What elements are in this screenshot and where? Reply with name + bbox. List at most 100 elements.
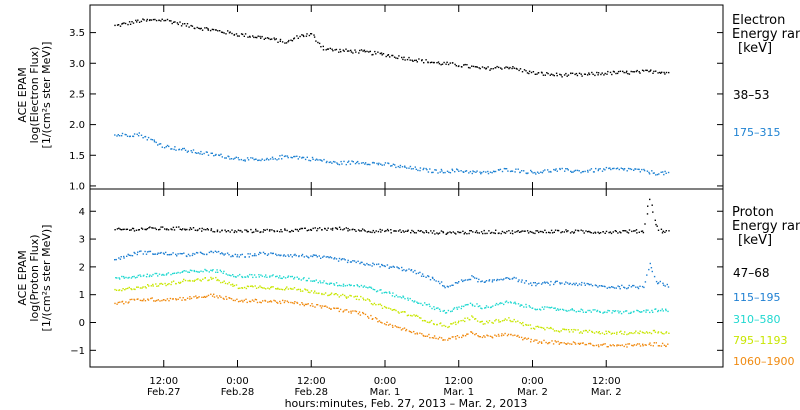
data-point bbox=[435, 280, 437, 282]
data-point bbox=[528, 70, 531, 72]
data-point bbox=[544, 229, 546, 231]
data-point bbox=[140, 134, 143, 136]
data-point bbox=[390, 266, 393, 268]
data-point bbox=[436, 62, 438, 64]
data-point bbox=[204, 296, 207, 298]
data-point bbox=[432, 171, 434, 174]
data-point bbox=[509, 278, 511, 280]
data-point bbox=[262, 300, 264, 302]
data-point bbox=[625, 310, 628, 312]
data-point bbox=[283, 254, 285, 256]
data-point bbox=[381, 263, 383, 266]
data-point bbox=[658, 173, 660, 175]
data-point bbox=[606, 311, 608, 314]
data-point bbox=[294, 301, 296, 303]
data-point bbox=[338, 284, 341, 287]
data-point bbox=[145, 20, 148, 22]
data-point bbox=[599, 168, 601, 170]
data-point bbox=[639, 345, 642, 347]
data-point bbox=[602, 312, 604, 314]
data-point bbox=[192, 149, 195, 151]
data-point bbox=[489, 232, 492, 234]
data-point bbox=[472, 276, 475, 278]
data-point bbox=[228, 297, 230, 299]
data-point bbox=[140, 227, 143, 229]
data-point bbox=[177, 298, 179, 300]
data-point bbox=[208, 271, 210, 273]
data-point bbox=[261, 158, 263, 160]
data-point bbox=[251, 255, 254, 257]
data-point bbox=[620, 167, 622, 169]
data-point bbox=[464, 279, 467, 281]
data-point bbox=[372, 303, 374, 306]
data-point bbox=[137, 274, 139, 277]
data-point bbox=[414, 59, 416, 62]
data-point bbox=[533, 340, 535, 342]
data-point bbox=[127, 302, 129, 304]
data-point bbox=[665, 331, 668, 333]
data-point bbox=[640, 311, 642, 313]
data-point bbox=[657, 310, 659, 313]
data-point bbox=[376, 318, 378, 320]
data-point bbox=[303, 304, 305, 307]
data-point bbox=[468, 278, 470, 281]
data-point bbox=[278, 158, 280, 160]
data-point bbox=[394, 295, 396, 298]
data-point bbox=[498, 321, 500, 323]
data-point bbox=[667, 310, 669, 313]
data-point bbox=[515, 67, 517, 70]
data-point bbox=[433, 308, 436, 311]
data-point bbox=[192, 252, 194, 255]
x-axis-label: hours:minutes, Feb. 27, 2013 – Mar. 2, 2… bbox=[285, 397, 528, 410]
data-point bbox=[500, 67, 502, 69]
data-point bbox=[482, 232, 484, 235]
data-point bbox=[364, 313, 367, 316]
data-point bbox=[295, 254, 297, 257]
data-point bbox=[405, 270, 407, 272]
data-point bbox=[211, 28, 214, 31]
data-point bbox=[189, 255, 191, 257]
data-point bbox=[530, 338, 532, 341]
data-point bbox=[128, 276, 130, 279]
data-point bbox=[232, 274, 234, 276]
data-point bbox=[177, 23, 179, 26]
data-point bbox=[424, 320, 427, 322]
data-point bbox=[505, 277, 507, 279]
data-point bbox=[374, 50, 376, 53]
data-point bbox=[349, 294, 351, 297]
data-point bbox=[624, 287, 626, 289]
data-point bbox=[378, 320, 381, 322]
data-point bbox=[544, 282, 546, 284]
data-point bbox=[487, 335, 489, 337]
data-point bbox=[266, 37, 269, 39]
proton-legend-title: Proton Energy ranges [keV] bbox=[732, 206, 800, 248]
data-point bbox=[122, 22, 124, 25]
data-point bbox=[430, 230, 432, 232]
data-point bbox=[467, 66, 470, 69]
data-point bbox=[360, 230, 363, 232]
data-point bbox=[548, 342, 550, 344]
data-point bbox=[403, 56, 405, 58]
data-point bbox=[397, 230, 400, 232]
data-point bbox=[345, 296, 347, 298]
data-point bbox=[487, 172, 490, 175]
data-point bbox=[588, 73, 591, 76]
data-point bbox=[408, 268, 410, 270]
data-point bbox=[419, 230, 421, 232]
data-point bbox=[509, 66, 511, 69]
data-point bbox=[587, 231, 589, 233]
data-point bbox=[152, 273, 154, 276]
data-point bbox=[507, 333, 510, 336]
data-point bbox=[444, 339, 446, 341]
data-point bbox=[555, 168, 557, 170]
data-point bbox=[279, 275, 281, 277]
data-point bbox=[523, 337, 525, 340]
data-point bbox=[451, 284, 453, 286]
data-point bbox=[523, 170, 525, 172]
data-point bbox=[310, 290, 313, 292]
data-point bbox=[649, 198, 651, 201]
data-point bbox=[510, 302, 512, 304]
data-point bbox=[199, 153, 201, 155]
data-point bbox=[560, 330, 562, 332]
data-point bbox=[386, 321, 388, 323]
